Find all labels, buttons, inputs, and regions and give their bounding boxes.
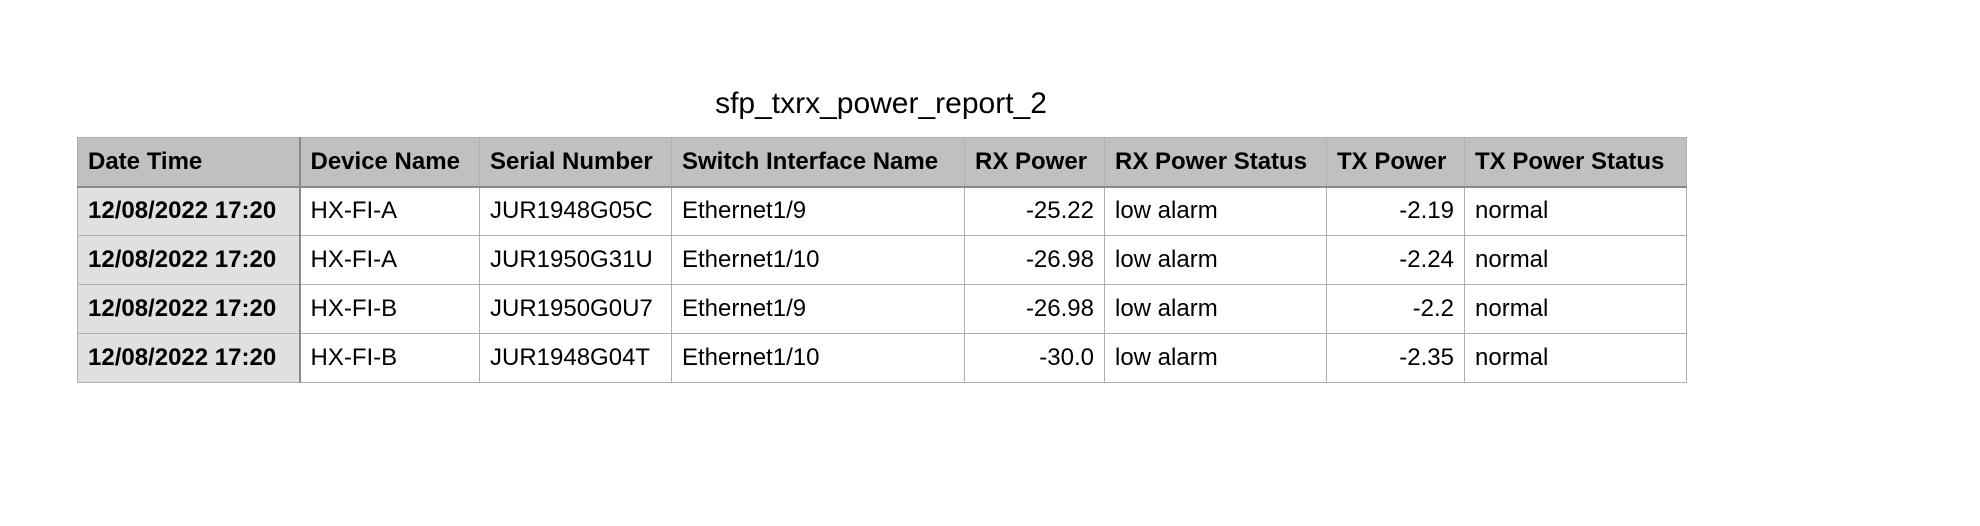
cell-device-name[interactable]: HX-FI-B xyxy=(299,333,480,383)
cell-date-time[interactable]: 12/08/2022 17:20 xyxy=(77,333,301,383)
cell-serial-number[interactable]: JUR1948G05C xyxy=(479,186,672,236)
cell-rx-power[interactable]: -26.98 xyxy=(964,235,1105,285)
cell-rx-power-status[interactable]: low alarm xyxy=(1104,333,1327,383)
report-title: sfp_txrx_power_report_2 xyxy=(715,87,1047,120)
header-device-name[interactable]: Device Name xyxy=(299,137,480,188)
cell-serial-number[interactable]: JUR1948G04T xyxy=(479,333,672,383)
cell-rx-power-status[interactable]: low alarm xyxy=(1104,284,1327,334)
header-rx-power[interactable]: RX Power xyxy=(964,137,1105,188)
header-date-time[interactable]: Date Time xyxy=(77,137,301,188)
cell-interface-name[interactable]: Ethernet1/9 xyxy=(671,284,965,334)
cell-interface-name[interactable]: Ethernet1/9 xyxy=(671,186,965,236)
table-row: 12/08/2022 17:20 HX-FI-A JUR1950G31U Eth… xyxy=(77,235,1687,285)
cell-serial-number[interactable]: JUR1950G31U xyxy=(479,235,672,285)
header-switch-interface-name[interactable]: Switch Interface Name xyxy=(671,137,965,188)
cell-tx-power-status[interactable]: normal xyxy=(1464,284,1687,334)
cell-date-time[interactable]: 12/08/2022 17:20 xyxy=(77,235,301,285)
cell-tx-power[interactable]: -2.2 xyxy=(1326,284,1465,334)
cell-rx-power-status[interactable]: low alarm xyxy=(1104,186,1327,236)
cell-rx-power[interactable]: -30.0 xyxy=(964,333,1105,383)
header-rx-power-status[interactable]: RX Power Status xyxy=(1104,137,1327,188)
table-row: 12/08/2022 17:20 HX-FI-A JUR1948G05C Eth… xyxy=(77,186,1687,236)
cell-tx-power[interactable]: -2.19 xyxy=(1326,186,1465,236)
cell-interface-name[interactable]: Ethernet1/10 xyxy=(671,235,965,285)
cell-tx-power[interactable]: -2.35 xyxy=(1326,333,1465,383)
header-tx-power[interactable]: TX Power xyxy=(1326,137,1465,188)
cell-interface-name[interactable]: Ethernet1/10 xyxy=(671,333,965,383)
header-serial-number[interactable]: Serial Number xyxy=(479,137,672,188)
table-row: 12/08/2022 17:20 HX-FI-B JUR1948G04T Eth… xyxy=(77,333,1687,383)
cell-tx-power-status[interactable]: normal xyxy=(1464,333,1687,383)
cell-date-time[interactable]: 12/08/2022 17:20 xyxy=(77,284,301,334)
table-row: 12/08/2022 17:20 HX-FI-B JUR1950G0U7 Eth… xyxy=(77,284,1687,334)
cell-tx-power[interactable]: -2.24 xyxy=(1326,235,1465,285)
cell-date-time[interactable]: 12/08/2022 17:20 xyxy=(77,186,301,236)
cell-rx-power-status[interactable]: low alarm xyxy=(1104,235,1327,285)
cell-device-name[interactable]: HX-FI-B xyxy=(299,284,480,334)
cell-tx-power-status[interactable]: normal xyxy=(1464,186,1687,236)
cell-serial-number[interactable]: JUR1950G0U7 xyxy=(479,284,672,334)
table-header-row: Date Time Device Name Serial Number Swit… xyxy=(77,137,1687,188)
cell-tx-power-status[interactable]: normal xyxy=(1464,235,1687,285)
cell-rx-power[interactable]: -26.98 xyxy=(964,284,1105,334)
power-report-table: Date Time Device Name Serial Number Swit… xyxy=(77,137,1687,383)
cell-rx-power[interactable]: -25.22 xyxy=(964,186,1105,236)
header-tx-power-status[interactable]: TX Power Status xyxy=(1464,137,1687,188)
cell-device-name[interactable]: HX-FI-A xyxy=(299,186,480,236)
cell-device-name[interactable]: HX-FI-A xyxy=(299,235,480,285)
